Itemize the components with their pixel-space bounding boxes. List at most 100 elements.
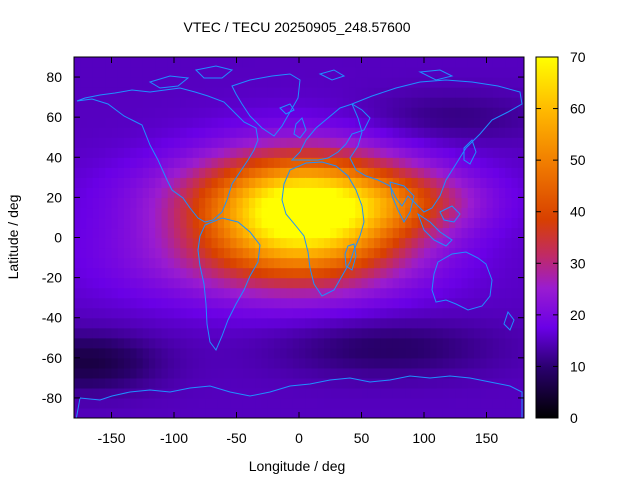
heatmap-cell xyxy=(92,367,100,379)
heatmap-cell xyxy=(342,407,350,418)
heatmap-cell xyxy=(386,317,394,329)
heatmap-cell xyxy=(80,147,88,158)
heatmap-cell xyxy=(217,177,225,188)
heatmap-cell xyxy=(255,387,263,399)
heatmap-cell xyxy=(392,247,400,259)
heatmap-cell xyxy=(136,77,144,88)
heatmap-cell xyxy=(299,207,306,219)
heatmap-cell xyxy=(267,87,275,98)
heatmap-cell xyxy=(311,237,319,249)
heatmap-cell xyxy=(236,277,244,289)
heatmap-cell xyxy=(292,297,300,309)
heatmap-cell xyxy=(261,317,269,329)
heatmap-cell xyxy=(161,187,169,198)
heatmap-cell xyxy=(161,257,169,269)
heatmap-cell xyxy=(236,317,244,329)
heatmap-cell xyxy=(517,67,524,78)
heatmap-cell xyxy=(361,217,369,229)
heatmap-cell xyxy=(261,167,269,178)
heatmap-cell xyxy=(199,187,206,198)
heatmap-cell xyxy=(511,367,519,379)
heatmap-cell xyxy=(149,377,156,389)
heatmap-cell xyxy=(180,167,188,178)
heatmap-cell xyxy=(374,137,381,148)
heatmap-cell xyxy=(292,87,300,98)
heatmap-cell xyxy=(186,127,194,138)
heatmap-cell xyxy=(517,357,524,369)
heatmap-cell xyxy=(174,407,181,418)
heatmap-cell xyxy=(105,357,113,369)
heatmap-cell xyxy=(142,237,150,249)
heatmap-cell xyxy=(511,227,519,239)
heatmap-cell xyxy=(330,267,338,279)
heatmap-cell xyxy=(474,347,481,359)
heatmap-cell xyxy=(117,167,125,178)
heatmap-cell xyxy=(342,277,350,289)
heatmap-cell xyxy=(442,57,450,68)
heatmap-cell xyxy=(167,387,175,399)
heatmap-cell xyxy=(474,167,481,178)
heatmap-cell xyxy=(486,127,494,138)
heatmap-cell xyxy=(392,227,400,239)
heatmap-cell xyxy=(517,317,524,329)
heatmap-cell xyxy=(267,117,275,128)
heatmap-cell xyxy=(86,377,94,389)
heatmap-cell xyxy=(174,367,181,379)
heatmap-cell xyxy=(286,197,294,209)
heatmap-cell xyxy=(292,167,300,178)
heatmap-cell xyxy=(186,387,194,399)
heatmap-cell xyxy=(474,307,481,319)
heatmap-cell xyxy=(311,407,319,418)
y-tick-label: -40 xyxy=(42,310,62,326)
heatmap-cell xyxy=(117,307,125,319)
heatmap-cell xyxy=(367,167,375,178)
heatmap-cell xyxy=(236,257,244,269)
heatmap-cell xyxy=(361,77,369,88)
heatmap-cell xyxy=(455,107,463,118)
heatmap-cell xyxy=(311,127,319,138)
heatmap-cell xyxy=(242,407,250,418)
heatmap-cell xyxy=(305,237,313,249)
heatmap-cell xyxy=(224,187,231,198)
y-tick-label: -60 xyxy=(42,350,62,366)
heatmap-cell xyxy=(411,307,419,319)
heatmap-cell xyxy=(442,177,450,188)
heatmap-cell xyxy=(292,187,300,198)
heatmap-cell xyxy=(180,317,188,329)
heatmap-cell xyxy=(499,247,506,259)
heatmap-cell xyxy=(511,327,519,339)
heatmap-cell xyxy=(442,147,450,158)
heatmap-cell xyxy=(217,357,225,369)
heatmap-cell xyxy=(517,207,524,219)
heatmap-cell xyxy=(136,387,144,399)
heatmap-cell xyxy=(111,77,119,88)
heatmap-cell xyxy=(149,157,156,168)
heatmap-cell xyxy=(317,387,325,399)
heatmap-cell xyxy=(274,197,281,209)
heatmap-cell xyxy=(230,347,238,359)
heatmap-cell xyxy=(386,337,394,349)
heatmap-cell xyxy=(280,367,288,379)
heatmap-cell xyxy=(286,357,294,369)
heatmap-cell xyxy=(274,357,281,369)
heatmap-cell xyxy=(342,217,350,229)
heatmap-cell xyxy=(111,357,119,369)
heatmap-cell xyxy=(317,197,325,209)
heatmap-cell xyxy=(355,287,363,299)
heatmap-cell xyxy=(111,107,119,118)
heatmap-cell xyxy=(274,177,281,188)
heatmap-cell xyxy=(92,197,100,209)
heatmap-cell xyxy=(374,167,381,178)
heatmap-cell xyxy=(380,397,388,409)
heatmap-cell xyxy=(342,137,350,148)
heatmap-cell xyxy=(111,347,119,359)
heatmap-cell xyxy=(80,157,88,168)
heatmap-cell xyxy=(274,287,281,299)
heatmap-cell xyxy=(261,97,269,108)
heatmap-cell xyxy=(374,67,381,78)
heatmap-cell xyxy=(286,77,294,88)
heatmap-cell xyxy=(317,377,325,389)
heatmap-cell xyxy=(205,267,213,279)
heatmap-cell xyxy=(455,87,463,98)
heatmap-cell xyxy=(274,57,281,68)
